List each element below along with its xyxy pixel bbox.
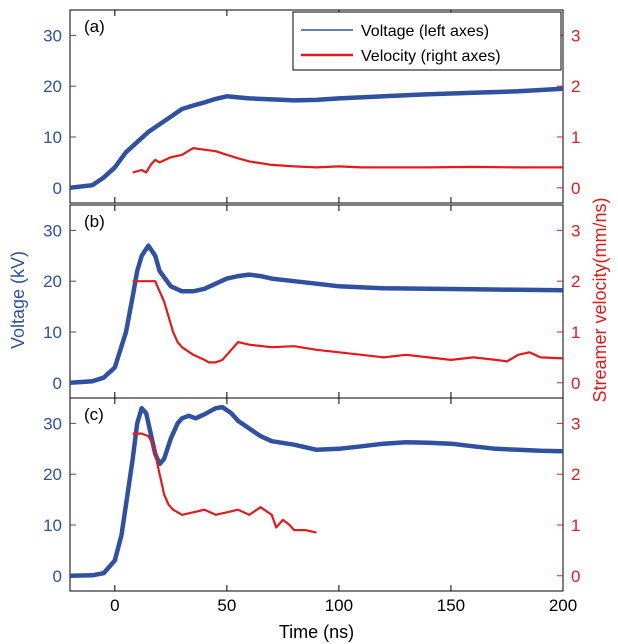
left-tick-label: 0 xyxy=(53,567,62,586)
x-tick-label: 50 xyxy=(217,596,236,615)
panel-label: (c) xyxy=(84,405,104,424)
x-tick-label: 200 xyxy=(549,596,577,615)
right-tick-label: 3 xyxy=(571,221,580,240)
right-tick-label: 0 xyxy=(571,374,580,393)
left-tick-label: 10 xyxy=(43,128,62,147)
right-axis-label: Streamer velocity(mm/ns) xyxy=(590,197,610,402)
voltage-series-line xyxy=(70,404,563,579)
left-tick-label: 10 xyxy=(43,516,62,535)
panel-label: (a) xyxy=(84,17,105,36)
x-tick-label: 150 xyxy=(437,596,465,615)
right-tick-label: 2 xyxy=(571,272,580,291)
velocity-series-line xyxy=(132,280,563,364)
left-tick-label: 30 xyxy=(43,221,62,240)
x-axis-label: Time (ns) xyxy=(279,622,354,642)
left-tick-label: 20 xyxy=(43,272,62,291)
right-tick-label: 0 xyxy=(571,567,580,586)
right-tick-label: 0 xyxy=(571,179,580,198)
legend-voltage-label: Voltage (left axes) xyxy=(361,23,489,40)
panel-frame xyxy=(69,9,564,204)
legend-box xyxy=(292,11,562,71)
right-tick-label: 1 xyxy=(571,128,580,147)
left-tick-label: 20 xyxy=(43,77,62,96)
x-tick-label: 0 xyxy=(110,596,119,615)
voltage-series-line xyxy=(70,243,563,386)
legend-velocity-label: Velocity (right axes) xyxy=(361,48,501,65)
right-tick-label: 2 xyxy=(571,77,580,96)
left-tick-label: 30 xyxy=(43,414,62,433)
right-tick-label: 1 xyxy=(571,323,580,342)
velocity-series-line xyxy=(132,147,563,174)
left-axis-label: Voltage (kV) xyxy=(8,251,28,349)
left-tick-label: 30 xyxy=(43,26,62,45)
left-tick-label: 0 xyxy=(53,179,62,198)
right-tick-label: 2 xyxy=(571,465,580,484)
x-tick-label: 100 xyxy=(325,596,353,615)
right-tick-label: 3 xyxy=(571,26,580,45)
panel-frame xyxy=(69,397,564,592)
voltage-series-line xyxy=(70,86,563,191)
panel-frame xyxy=(69,204,564,399)
right-tick-label: 1 xyxy=(571,516,580,535)
velocity-series-line xyxy=(132,432,317,534)
left-tick-label: 10 xyxy=(43,323,62,342)
left-tick-label: 0 xyxy=(53,374,62,393)
right-tick-label: 3 xyxy=(571,414,580,433)
panel-label: (b) xyxy=(84,212,105,231)
left-tick-label: 20 xyxy=(43,465,62,484)
